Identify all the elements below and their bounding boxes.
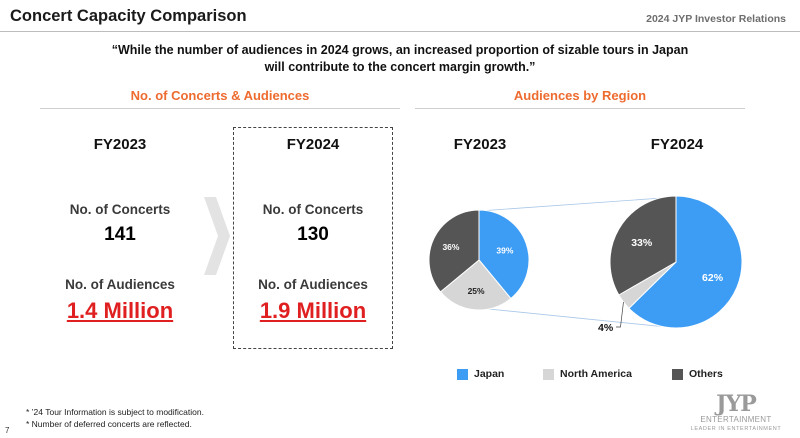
region-section-divider	[415, 108, 745, 109]
legend-swatch-others	[672, 368, 683, 380]
fy2024-concerts-value: 130	[297, 224, 329, 245]
zoom-connector-bottom	[478, 307, 677, 329]
logo-name: ENTERTAINMENT	[700, 415, 772, 424]
region-section-title: Audiences by Region	[513, 88, 647, 103]
fy2024-audiences-value: 1.9 Million	[259, 298, 367, 323]
page-title: Concert Capacity Comparison	[10, 7, 247, 25]
pie-label-north-america: 4%	[598, 322, 614, 334]
legend-label-others: Others	[689, 368, 723, 380]
fy2023-concerts-value: 141	[104, 224, 136, 245]
pie-label-others: 33%	[631, 237, 653, 249]
fy2024-heading: FY2024	[286, 136, 340, 153]
fy2024-highlight-box	[233, 127, 393, 349]
pie-slice-japan	[478, 209, 530, 300]
quote-line-2: will contribute to the concert margin gr…	[264, 60, 536, 74]
fy2023-heading: FY2023	[93, 136, 147, 153]
pie-fy2024: 62% 4% 33%	[598, 195, 743, 334]
legend-swatch-japan	[457, 368, 468, 380]
title-divider	[0, 31, 800, 32]
fy2024-audiences-label: No. of Audiences	[258, 277, 368, 292]
concerts-section-title: No. of Concerts & Audiences	[130, 88, 310, 103]
legend-label-japan: Japan	[474, 368, 505, 380]
fy2023-audiences-label: No. of Audiences	[65, 277, 175, 292]
pie-fy2024-heading: FY2024	[650, 136, 704, 153]
pie-label-japan: 39%	[496, 246, 513, 256]
legend-item-others: Others	[672, 368, 723, 380]
pie-fy2023-heading: FY2023	[453, 136, 507, 153]
quote-line-1: “While the number of audiences in 2024 g…	[111, 43, 689, 57]
pie-slice-japan	[628, 195, 743, 329]
footnote-2: * Number of deferred concerts are reflec…	[26, 419, 192, 429]
header-tag: 2024 JYP Investor Relations	[646, 13, 786, 25]
fy2023-audiences-value: 1.4 Million	[66, 298, 174, 323]
pie-fy2023: 39% 25% 36%	[428, 209, 530, 311]
chevron-right-icon	[204, 197, 230, 275]
jyp-logo: JYP ENTERTAINMENT LEADER IN ENTERTAINMEN…	[686, 393, 786, 433]
legend-item-japan: Japan	[457, 368, 504, 380]
region-pie-charts: 39% 25% 36% 62% 4% 33%	[428, 195, 743, 334]
footnote-1: * ’24 Tour Information is subject to mod…	[26, 407, 204, 417]
pie-slice-north-america	[439, 259, 512, 311]
legend-item-north-america: North America	[543, 368, 632, 380]
fy2024-concerts-label: No. of Concerts	[262, 202, 364, 217]
logo-mark: JYP	[716, 391, 757, 417]
fy2023-concerts-label: No. of Concerts	[69, 202, 171, 217]
legend-label-north-america: North America	[560, 368, 632, 380]
logo-tagline: LEADER IN ENTERTAINMENT	[690, 426, 782, 432]
pie-leader-line	[616, 301, 624, 328]
pie-slice-others	[428, 209, 480, 293]
legend-swatch-north-america	[543, 368, 554, 380]
pie-label-others: 36%	[442, 242, 459, 252]
concerts-section-divider	[40, 108, 400, 109]
page-number: 7	[5, 426, 10, 435]
zoom-connector-top	[478, 196, 677, 212]
pie-label-north-america: 25%	[468, 286, 485, 296]
pie-slice-others	[609, 195, 677, 296]
headline-quote: “While the number of audiences in 2024 g…	[60, 42, 740, 76]
pie-label-japan: 62%	[702, 272, 724, 284]
